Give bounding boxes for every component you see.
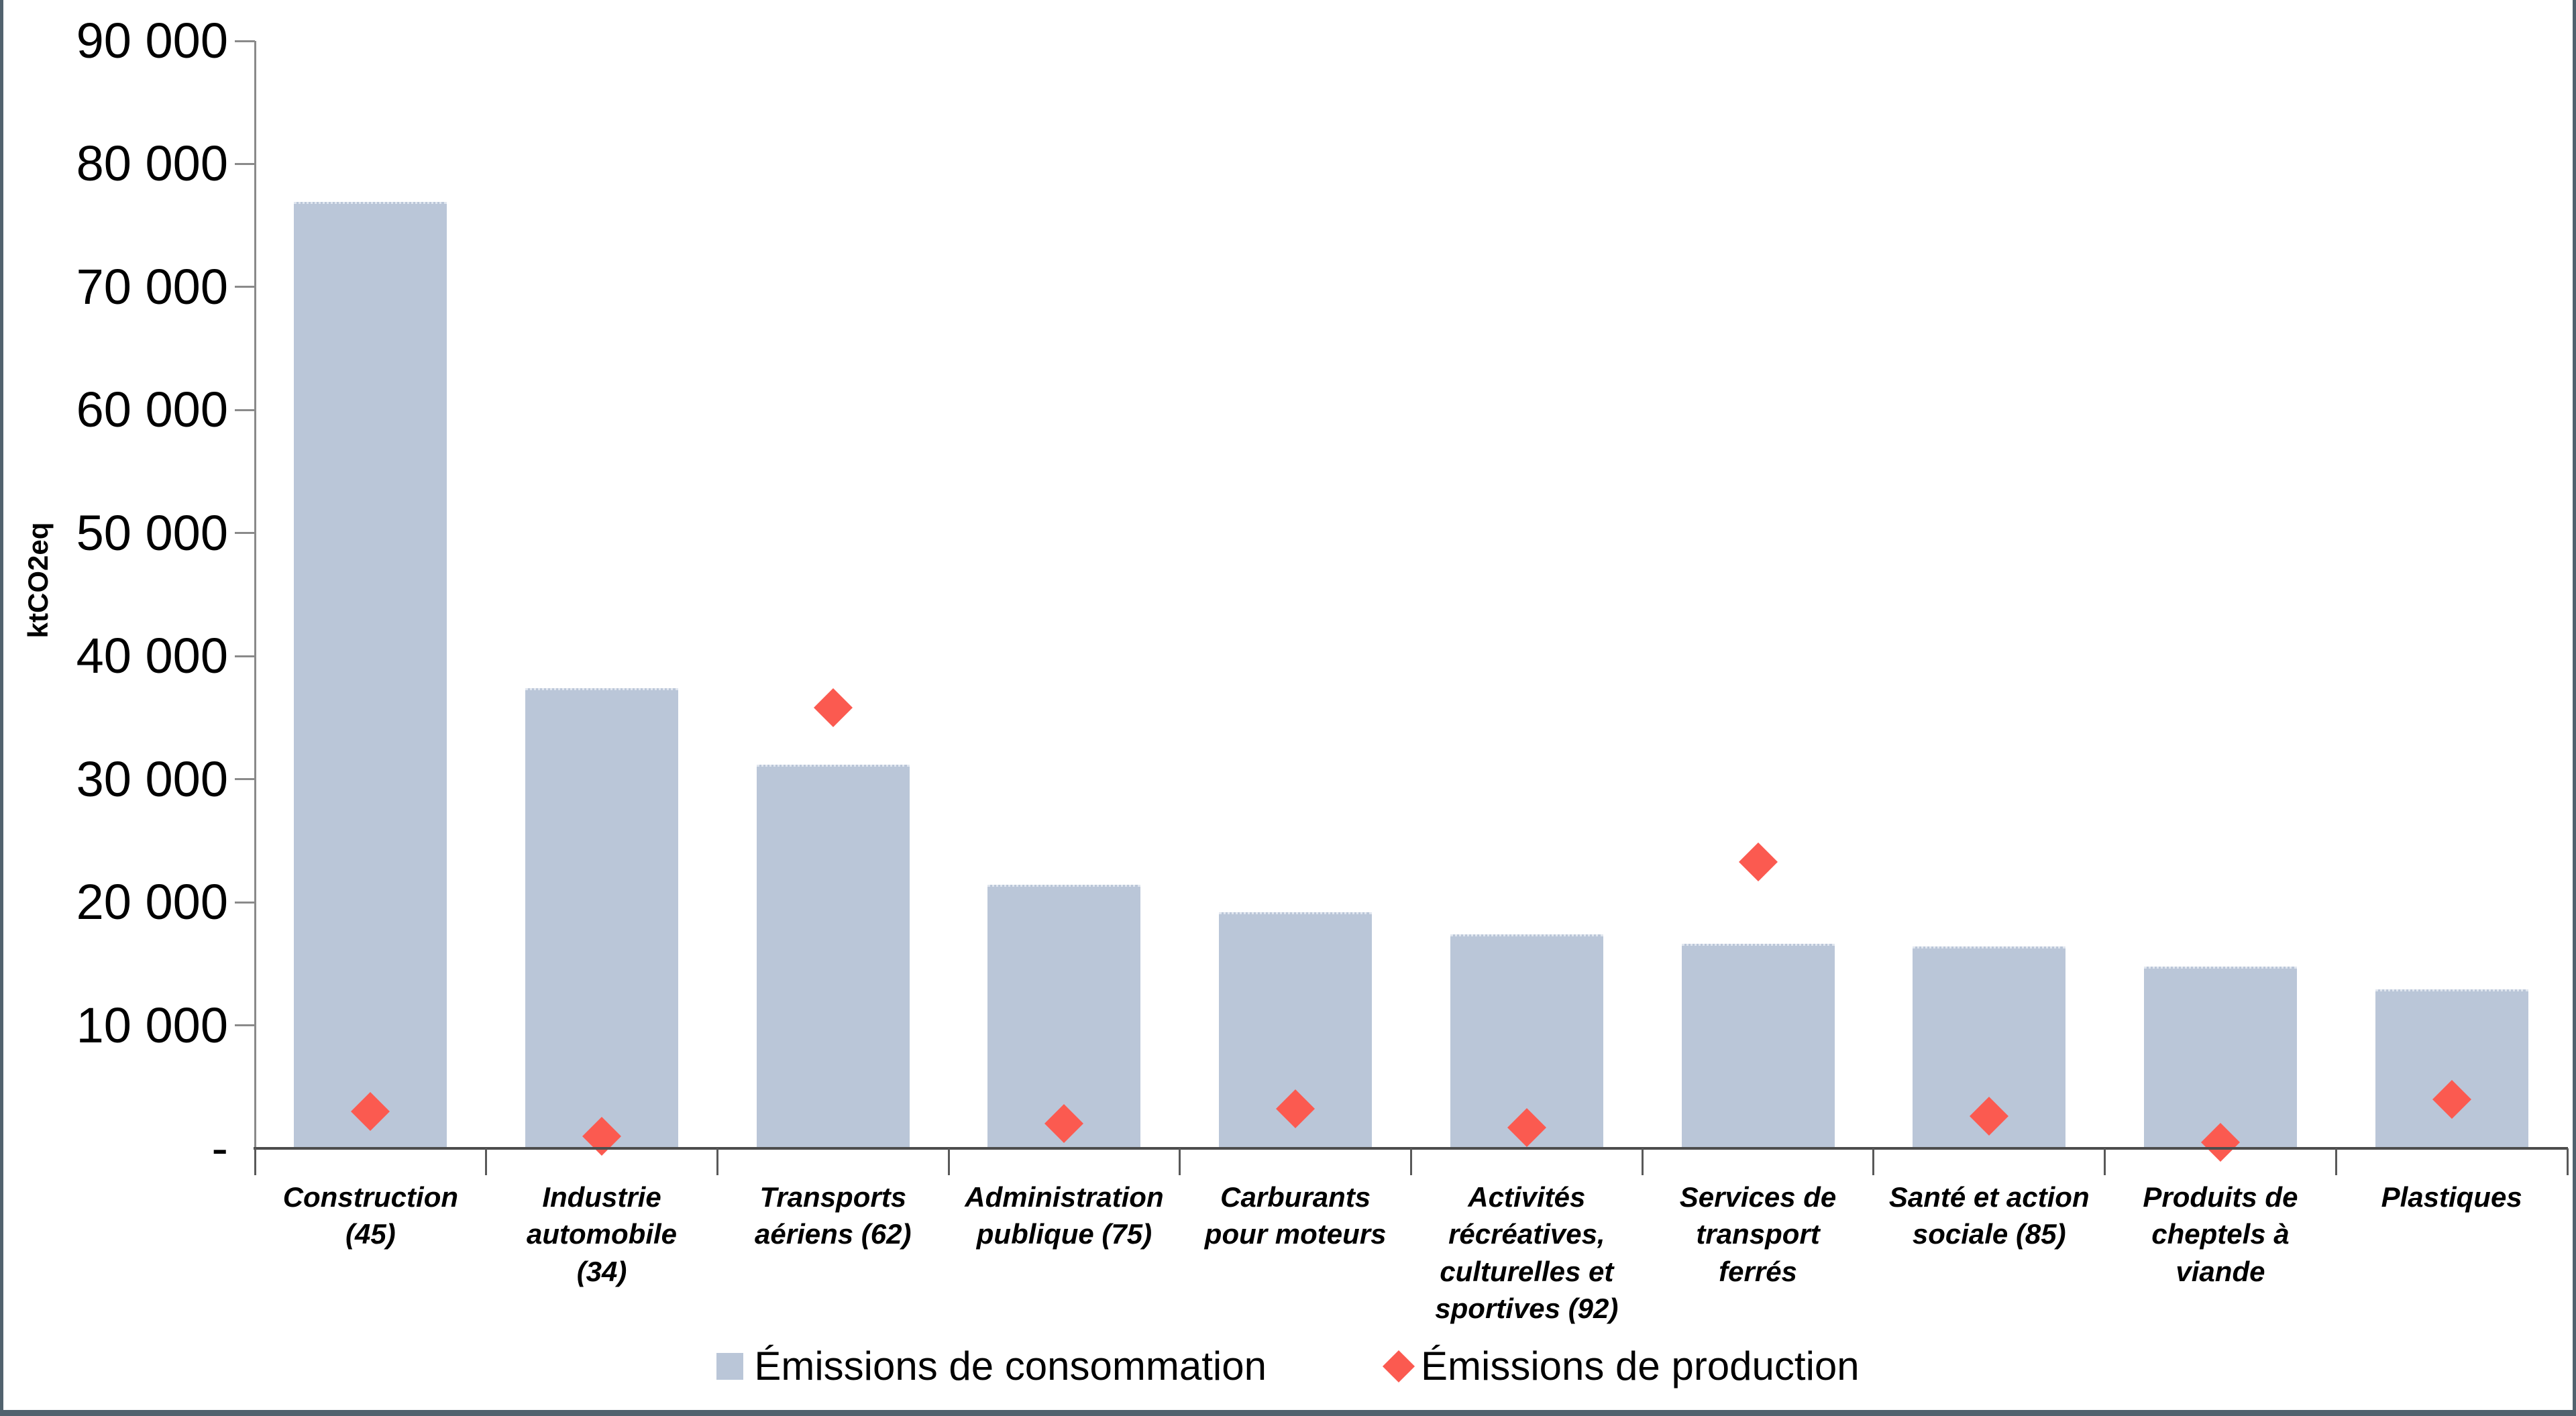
category-label: Santé et action sociale (85): [1888, 1181, 2090, 1250]
y-tick-mark: [235, 655, 255, 657]
legend-diamond-swatch-icon: [1382, 1350, 1415, 1382]
bar: [2143, 966, 2297, 1148]
y-tick-mark: [235, 532, 255, 535]
y-tick-label: 50 000: [76, 504, 228, 561]
category-label: Transports aériens (62): [755, 1181, 912, 1250]
diamond-marker: [1738, 842, 1778, 881]
legend: Émissions de consommation Émissions de p…: [3, 1343, 2573, 1389]
y-tick-mark: [235, 286, 255, 288]
y-tick-mark: [235, 409, 255, 411]
x-tick-mark: [1641, 1148, 1644, 1175]
x-tick-mark: [2566, 1148, 2569, 1175]
bar: [294, 202, 447, 1148]
y-tick-mark: [235, 901, 255, 904]
legend-item-consommation: Émissions de consommation: [716, 1343, 1267, 1389]
x-tick-mark: [1410, 1148, 1412, 1175]
category-label: Industrie automobile (34): [527, 1181, 678, 1287]
category-label: Activités récréatives, culturelles et sport…: [1435, 1181, 1619, 1325]
legend-label-production: Émissions de production: [1420, 1344, 1860, 1388]
y-tick-label: -: [211, 1120, 228, 1176]
x-tick-mark: [485, 1148, 488, 1175]
legend-label-consommation: Émissions de consommation: [754, 1344, 1267, 1388]
category-label: Plastiques: [2381, 1181, 2522, 1213]
y-tick-label: 90 000: [76, 13, 228, 68]
legend-item-production: Émissions de production: [1382, 1343, 1860, 1389]
x-tick-mark: [1872, 1148, 1875, 1175]
x-tick-mark: [1179, 1148, 1181, 1175]
y-tick-mark: [235, 162, 255, 165]
y-tick-label: 40 000: [76, 628, 228, 684]
x-tick-mark: [947, 1148, 950, 1175]
y-tick-mark: [235, 40, 255, 42]
category-label: Services de transport ferrés: [1679, 1181, 1837, 1287]
y-tick-mark: [235, 1024, 255, 1027]
y-tick-label: 60 000: [76, 382, 228, 438]
x-tick-mark: [2334, 1148, 2337, 1175]
y-tick-label: 10 000: [76, 997, 228, 1053]
legend-bar-swatch-icon: [716, 1352, 744, 1380]
bar: [756, 764, 910, 1148]
diamond-marker: [813, 688, 853, 728]
category-label: Carburants pour moteurs: [1204, 1181, 1387, 1250]
x-tick-mark: [716, 1148, 718, 1175]
y-tick-label: 20 000: [76, 874, 228, 930]
bar: [2375, 989, 2528, 1148]
bar: [525, 688, 679, 1148]
y-axis-line: [254, 41, 256, 1148]
plot-area: ktCO2eq -10 000 20 000 30 000 40 000 50 000 6…: [3, 0, 2573, 1410]
x-tick-mark: [254, 1148, 256, 1175]
y-tick-mark: [235, 778, 255, 781]
y-tick-label: 70 000: [76, 258, 228, 315]
bar: [1681, 944, 1835, 1148]
category-label: Administration publique (75): [965, 1181, 1164, 1250]
y-tick-label: 80 000: [76, 135, 228, 192]
category-label: Construction (45): [282, 1181, 458, 1250]
x-tick-mark: [2104, 1148, 2106, 1175]
y-tick-label: 30 000: [76, 751, 228, 807]
category-label: Produits de cheptels à viande: [2143, 1181, 2298, 1287]
